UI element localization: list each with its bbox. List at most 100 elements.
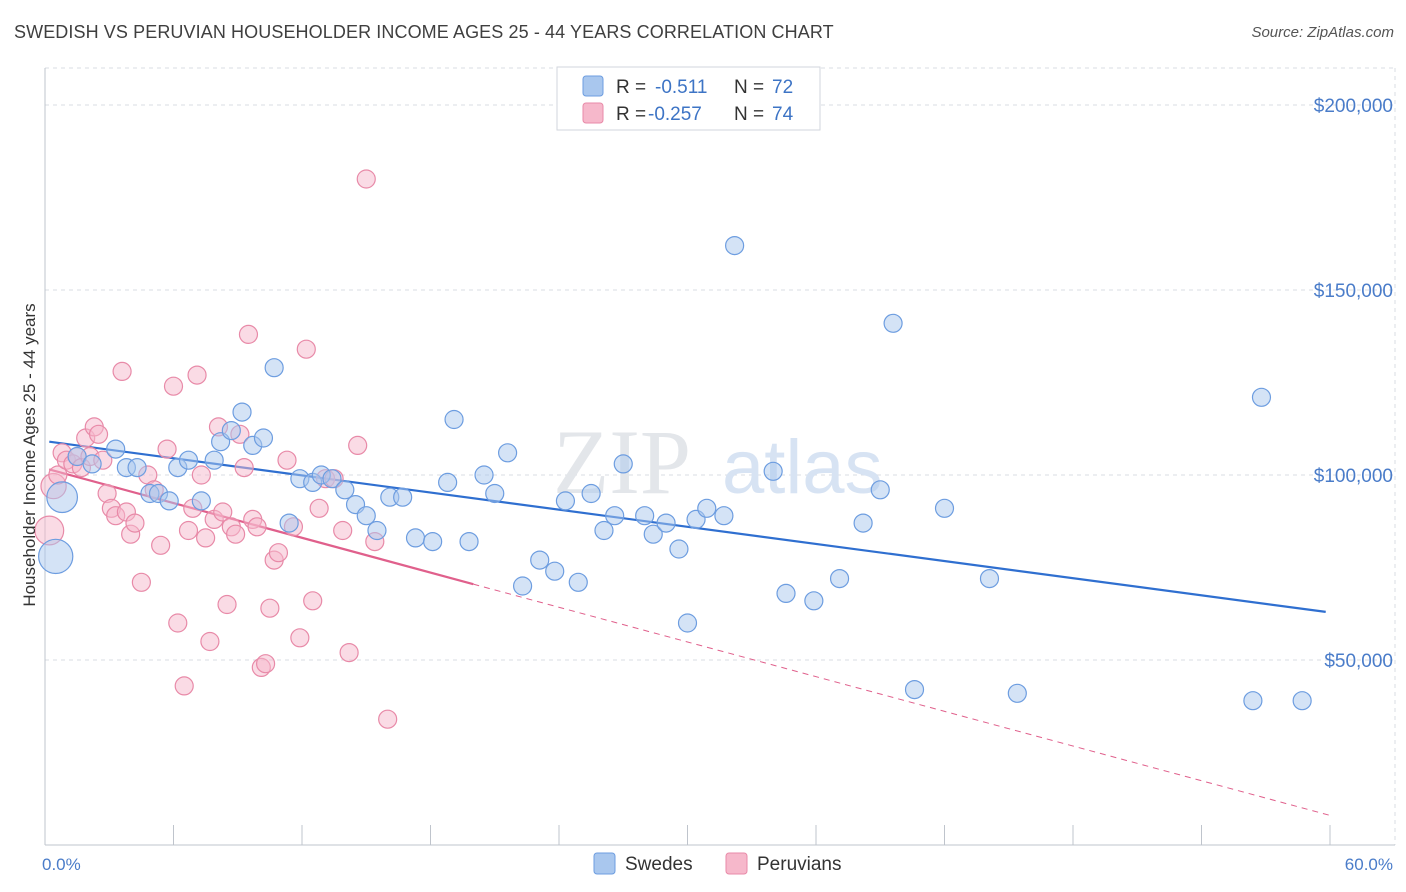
swedes-point [677,613,698,633]
peruvians-point [168,613,188,633]
swedes-point [714,506,734,526]
swedes-point [669,539,689,559]
legend-bottom: Swedes Peruvians [593,852,842,875]
peruvians-point [260,598,280,618]
bottom-legend-label-swedes[interactable]: Swedes [625,854,693,875]
peruvians-point [238,324,259,344]
swedes-point [763,461,783,481]
peruvians-point [200,631,220,652]
swedes-point [979,568,1000,589]
swedes-point [568,572,588,592]
swedes-point [555,491,576,511]
swedes-point [459,531,479,552]
peruvians-point [178,520,199,541]
swedes-point [853,513,873,533]
swedes-point [697,498,717,518]
swedes-point [605,506,625,526]
peruvians-point [151,535,171,555]
peruvians-point [268,543,289,563]
swedes-point [613,454,633,474]
peruvians-point [196,528,216,548]
swedes-point [423,531,443,552]
peruvians-point [378,709,398,729]
y-tick-label: $150,000 [1314,281,1393,302]
swedes-point [656,513,676,533]
swedes-point [725,236,745,256]
peruvians-point [88,424,109,444]
swedes-point [643,524,663,544]
y-tick-label: $100,000 [1314,466,1393,487]
peruvians-point [131,572,151,592]
swedes-point [883,313,903,333]
legend-r-value-swedes: -0.511 [655,77,707,98]
bottom-legend-swatch-peruvians[interactable] [725,852,748,875]
legend-n-label-swedes: N = [734,77,764,98]
peruvians-point [309,498,329,518]
peruvians-point [112,361,132,381]
peruvians-point [226,524,246,544]
peruvians-point [174,676,194,696]
peruvians-point [191,465,211,485]
swedes-point [1292,691,1312,711]
x-tick-label: 0.0% [42,855,81,874]
peruvians-point [333,520,353,541]
swedes-point [38,538,74,575]
y-axis-label: Householder Income Ages 25 - 44 years [20,303,39,606]
peruvians-point [157,439,177,459]
legend-n-value-peruvians: 74 [772,104,794,125]
watermark-atlas: atlas [722,425,883,510]
swedes-point [335,480,355,500]
peruvians-point [303,591,323,611]
peruvians-point [163,376,184,396]
swedes-point [232,402,252,422]
y-tick-label: $200,000 [1314,96,1393,117]
peruvians-point [348,435,368,455]
swedes-point [191,491,211,511]
source-label: Source: ZipAtlas.com [1251,24,1394,41]
swedes-point [253,428,274,448]
swedes-point [178,450,199,470]
peruvians-point [296,339,316,359]
swedes-point [498,443,518,463]
swedes-point [264,358,284,378]
swedes-point [405,528,426,548]
legend-r-label-swedes: R = [616,77,646,98]
y-tick-label: $50,000 [1324,651,1393,672]
swedes-point [485,483,505,504]
swedes-point [1007,683,1027,703]
swedes-point [367,520,387,541]
legend-n-value-swedes: 72 [772,77,793,98]
legend-swatch-peruvians [582,102,604,124]
swedes-point [870,480,890,500]
peruvians-point [247,517,267,537]
swedes-point [356,506,376,526]
peruvians-point [277,450,297,470]
swedes-point [581,483,601,504]
y-tick-labels: $50,000 $100,000 $150,000 $200,000 [1314,96,1393,672]
swedes-point [804,591,824,611]
swedes-point [776,583,796,604]
swedes-point [1243,691,1263,711]
swedes-point [829,568,850,589]
swedes-point [159,491,179,511]
swedes-point [635,506,655,526]
swedes-point [904,679,925,700]
swedes-point [204,450,224,470]
swedes-point [934,498,955,518]
swedes-point [530,550,550,570]
peruvians-point [339,642,359,663]
peruvians-point [234,458,254,478]
swedes-point [46,481,79,514]
peruvians-trend-extrapolation [473,583,1331,816]
bottom-legend-swatch-swedes[interactable] [593,852,616,875]
peruvians-point [187,365,207,385]
bottom-legend-label-peruvians[interactable]: Peruvians [757,854,842,875]
swedes-point [106,439,126,459]
legend-r-label-peruvians: R = [616,104,646,125]
legend-n-label-peruvians: N = [734,104,764,125]
swedes-point [127,458,147,478]
peruvians-point [125,513,145,533]
legend-r-value-peruvians: -0.257 [648,104,702,125]
swedes-point [1251,387,1272,407]
